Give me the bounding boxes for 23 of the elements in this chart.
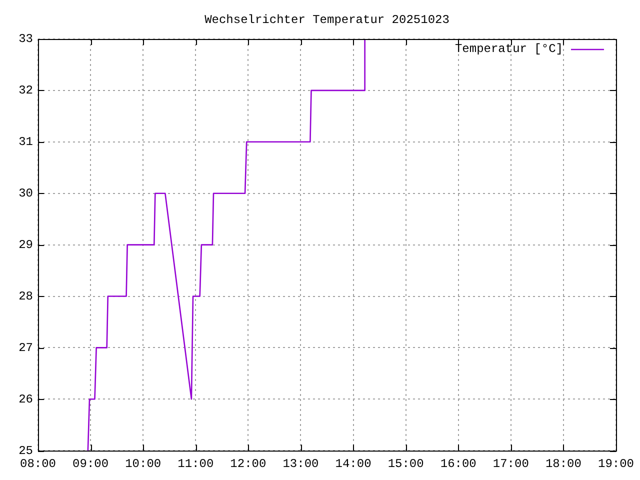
y-tick-label: 25: [18, 444, 33, 458]
x-tick-label: 08:00: [20, 456, 56, 471]
y-tick-label: 31: [18, 135, 33, 150]
y-tick-label: 26: [18, 392, 33, 406]
y-tick-label: 30: [18, 186, 33, 201]
x-tick-label: 18:00: [545, 456, 582, 471]
x-tick-label: 14:00: [335, 456, 372, 471]
chart-title: Wechselrichter Temperatur 20251023: [204, 13, 450, 28]
y-tick-label: 29: [18, 238, 33, 252]
y-tick-label: 28: [18, 289, 33, 304]
y-tick-label: 27: [18, 340, 33, 355]
x-tick-label: 10:00: [125, 456, 162, 471]
x-tick-label: 09:00: [72, 456, 109, 471]
y-tick-label: 33: [18, 32, 33, 46]
x-tick-label: 19:00: [598, 456, 634, 471]
x-tick-label: 17:00: [492, 456, 529, 471]
x-tick-label: 13:00: [282, 456, 319, 471]
text: Temperatur [°C]: [454, 42, 563, 56]
y-tick-label: 32: [18, 84, 33, 98]
x-tick-label: 16:00: [440, 456, 476, 471]
x-tick-label: 11:00: [178, 456, 214, 471]
x-tick-label: 12:00: [230, 456, 266, 471]
x-tick-label: 15:00: [388, 456, 424, 471]
